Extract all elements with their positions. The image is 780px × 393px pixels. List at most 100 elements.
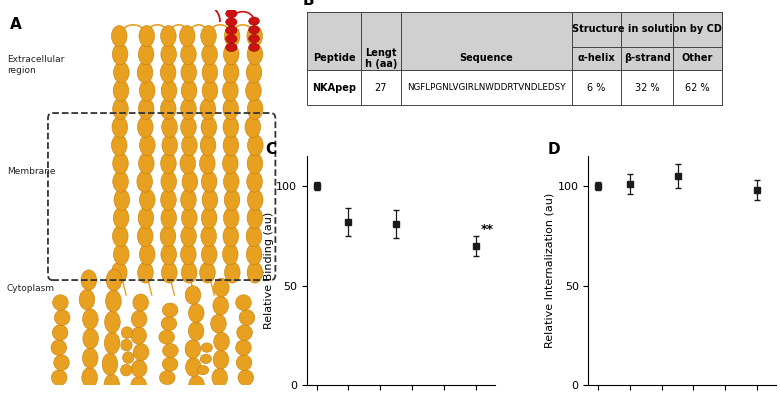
Ellipse shape (162, 303, 178, 317)
Ellipse shape (211, 314, 226, 333)
Ellipse shape (161, 262, 177, 283)
Ellipse shape (52, 325, 68, 340)
Ellipse shape (201, 244, 217, 265)
Text: 32 %: 32 % (635, 83, 659, 93)
Ellipse shape (188, 322, 204, 340)
Ellipse shape (225, 9, 237, 18)
Ellipse shape (112, 226, 128, 247)
Ellipse shape (105, 332, 120, 354)
Ellipse shape (83, 329, 98, 349)
Ellipse shape (113, 80, 129, 101)
Ellipse shape (200, 98, 215, 119)
Ellipse shape (140, 135, 155, 156)
Ellipse shape (236, 295, 251, 310)
Ellipse shape (133, 343, 149, 361)
Ellipse shape (236, 340, 251, 355)
Ellipse shape (139, 153, 154, 174)
Ellipse shape (180, 153, 196, 174)
Ellipse shape (162, 135, 178, 156)
Ellipse shape (182, 135, 197, 156)
Ellipse shape (247, 262, 263, 283)
Ellipse shape (137, 62, 153, 83)
Ellipse shape (247, 153, 263, 174)
Ellipse shape (246, 171, 262, 192)
Ellipse shape (161, 208, 176, 229)
Ellipse shape (201, 171, 217, 192)
Ellipse shape (82, 367, 98, 388)
Ellipse shape (120, 364, 132, 376)
Ellipse shape (181, 226, 197, 247)
Ellipse shape (222, 153, 238, 174)
Text: C: C (266, 142, 277, 157)
Ellipse shape (239, 310, 255, 325)
Ellipse shape (181, 262, 197, 283)
Text: β-strand: β-strand (624, 53, 671, 64)
Ellipse shape (249, 17, 260, 25)
Text: **: ** (480, 223, 493, 236)
Text: B: B (303, 0, 314, 8)
Text: Other: Other (682, 53, 713, 64)
Ellipse shape (238, 370, 254, 386)
Ellipse shape (112, 26, 127, 47)
Ellipse shape (222, 244, 238, 265)
Text: 6 %: 6 % (587, 83, 606, 93)
Ellipse shape (122, 327, 133, 338)
Ellipse shape (202, 189, 218, 210)
Text: Extracellular
region: Extracellular region (7, 55, 64, 75)
Ellipse shape (201, 343, 212, 352)
Ellipse shape (83, 348, 98, 368)
Ellipse shape (114, 189, 129, 210)
Ellipse shape (161, 244, 176, 265)
Ellipse shape (112, 44, 128, 65)
Ellipse shape (223, 44, 239, 65)
Ellipse shape (202, 44, 218, 65)
Ellipse shape (182, 171, 197, 192)
Ellipse shape (247, 208, 263, 229)
Ellipse shape (201, 116, 217, 138)
Ellipse shape (225, 18, 237, 26)
Ellipse shape (160, 226, 176, 247)
Ellipse shape (202, 62, 218, 83)
Ellipse shape (113, 244, 129, 265)
Ellipse shape (201, 208, 217, 229)
Ellipse shape (161, 62, 176, 83)
Ellipse shape (181, 189, 197, 210)
Ellipse shape (159, 371, 175, 385)
Ellipse shape (249, 43, 260, 51)
Ellipse shape (223, 135, 239, 156)
Ellipse shape (137, 262, 153, 283)
Ellipse shape (225, 26, 237, 35)
Ellipse shape (113, 208, 129, 229)
Ellipse shape (161, 189, 176, 210)
Ellipse shape (52, 295, 68, 310)
Ellipse shape (200, 354, 211, 364)
Ellipse shape (200, 135, 216, 156)
Text: A: A (9, 17, 21, 32)
Text: NGFLPGNLVGIRLNWDDRTVNDLEDSY: NGFLPGNLVGIRLNWDDRTVNDLEDSY (407, 83, 566, 92)
Ellipse shape (131, 376, 147, 393)
Ellipse shape (140, 189, 155, 210)
Ellipse shape (202, 80, 218, 101)
Ellipse shape (246, 62, 262, 83)
Ellipse shape (161, 80, 177, 101)
Y-axis label: Relative Binding (au): Relative Binding (au) (264, 212, 274, 329)
Ellipse shape (54, 355, 69, 371)
Ellipse shape (181, 80, 197, 101)
Ellipse shape (180, 244, 196, 265)
Ellipse shape (225, 262, 240, 283)
Ellipse shape (161, 116, 177, 138)
Ellipse shape (213, 350, 229, 369)
Ellipse shape (181, 98, 197, 119)
Ellipse shape (104, 374, 119, 393)
Ellipse shape (181, 44, 197, 65)
Text: Structure in solution by CD: Structure in solution by CD (573, 24, 722, 34)
Ellipse shape (223, 226, 239, 247)
Ellipse shape (51, 340, 66, 355)
Text: α-helix: α-helix (578, 53, 615, 64)
Ellipse shape (138, 44, 154, 65)
Ellipse shape (249, 26, 260, 34)
Ellipse shape (105, 290, 121, 312)
Ellipse shape (140, 244, 155, 265)
Text: D: D (548, 142, 560, 157)
Ellipse shape (161, 26, 176, 47)
